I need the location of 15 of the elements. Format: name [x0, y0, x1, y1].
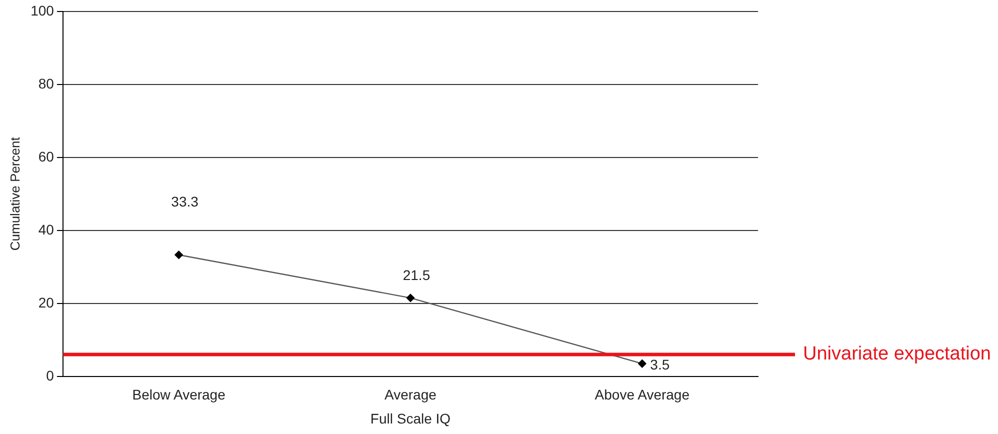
x-axis-title: Full Scale IQ	[370, 410, 451, 426]
data-label: 21.5	[402, 266, 430, 283]
x-tick-label: Below Average	[132, 386, 226, 403]
ref-line-label: Univariate expectation	[803, 344, 991, 365]
y-tick-label: 80	[38, 75, 54, 92]
x-tick-label: Average	[384, 386, 437, 403]
y-axis-title: Cumulative Percent	[7, 136, 22, 251]
y-tick-label: 0	[46, 367, 54, 384]
y-tick-label: 100	[30, 2, 54, 18]
x-tick-label: Above Average	[594, 386, 690, 403]
y-tick-label: 20	[38, 294, 54, 310]
data-label: 3.5	[650, 356, 670, 372]
y-tick-label: 40	[38, 221, 54, 238]
data-label: 33.3	[171, 194, 199, 210]
y-tick-label: 60	[38, 148, 54, 164]
